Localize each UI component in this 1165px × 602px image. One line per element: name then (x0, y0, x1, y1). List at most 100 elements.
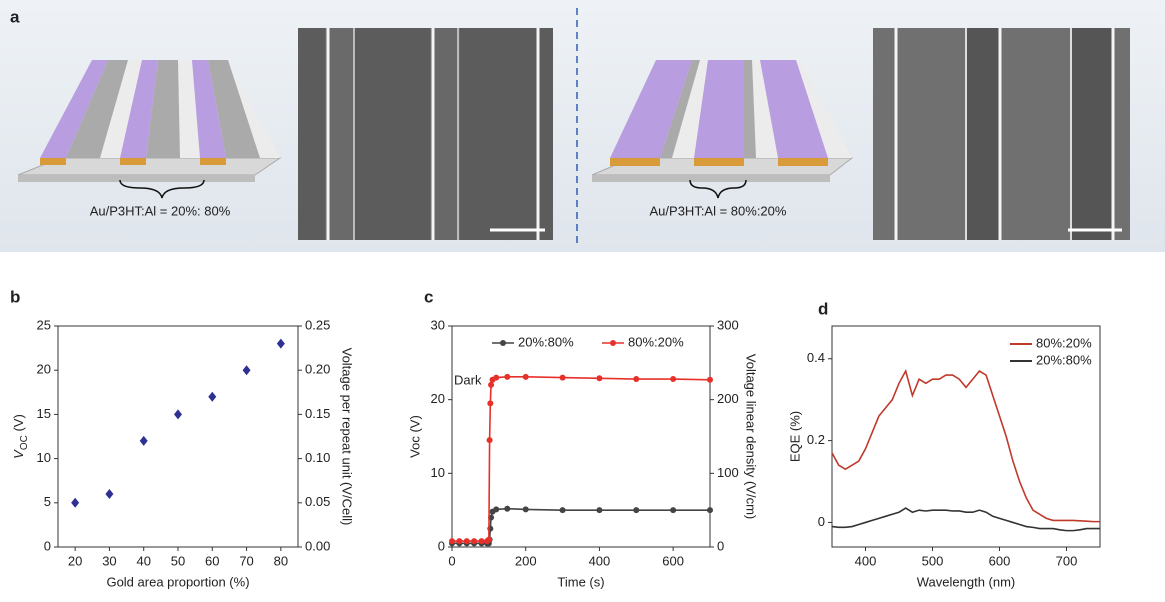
panel-label: c (424, 287, 433, 306)
point (559, 374, 566, 381)
x-axis-label: Wavelength (nm) (917, 574, 1016, 589)
y2-tick-label: 0.25 (305, 317, 330, 332)
y-tick-label: 5 (44, 494, 51, 509)
point (485, 536, 492, 543)
x-tick-label: 600 (989, 553, 1011, 568)
point (596, 375, 603, 382)
x-tick-label: 20 (68, 553, 82, 568)
ratio-caption: Au/P3HT:Al = 80%:20% (650, 203, 787, 218)
point (456, 538, 463, 545)
point (105, 488, 114, 499)
legend-label: 20%:80% (518, 334, 574, 349)
panel-label: b (10, 287, 20, 306)
series-line (831, 368, 1100, 523)
point (596, 507, 603, 514)
legend-marker (610, 340, 616, 346)
label-part: V (11, 449, 26, 459)
device-schematic (17, 60, 282, 199)
legend-label: 20%:80% (1036, 352, 1092, 367)
point (493, 374, 500, 381)
y2-tick-label: 200 (717, 391, 739, 406)
y-tick-label: 10 (431, 465, 445, 480)
point (71, 497, 80, 508)
x-axis-label: Gold area proportion (%) (106, 574, 249, 589)
y-axis-label: VOC (V) (11, 414, 29, 459)
x-tick-label: 80 (274, 553, 288, 568)
point (487, 400, 494, 407)
y-tick-label: 0.4 (807, 350, 825, 365)
point (242, 365, 251, 376)
panel-label: d (818, 299, 828, 318)
sem-image (873, 28, 1130, 240)
y-tick-label: 0 (438, 538, 445, 553)
y-tick-label: 10 (37, 450, 51, 465)
point (670, 376, 677, 383)
y2-tick-label: 0 (717, 538, 724, 553)
point (493, 506, 500, 513)
y-tick-label: 25 (37, 317, 51, 332)
point (463, 538, 470, 545)
panel-label: a (10, 7, 20, 26)
point (449, 538, 455, 545)
x-tick-label: 400 (855, 553, 877, 568)
label-part: OC (19, 435, 30, 450)
point (486, 437, 493, 444)
y-axis-label: Voc (V) (407, 415, 422, 458)
x-tick-label: 600 (662, 553, 684, 568)
y2-axis-label: Voltage linear density (V/cm) (744, 354, 759, 519)
plot-frame (57, 325, 299, 548)
x-tick-label: 700 (1056, 553, 1078, 568)
point (522, 506, 529, 513)
legend-label: 80%:20% (628, 334, 684, 349)
plot-frame (451, 325, 711, 548)
point (670, 507, 677, 514)
y-tick-label: 15 (37, 406, 51, 421)
x-tick-label: 50 (171, 553, 185, 568)
legend-label: 80%:20% (1036, 335, 1092, 350)
legend-marker (500, 340, 506, 346)
y2-tick-label: 0.05 (305, 494, 330, 509)
point (522, 373, 529, 380)
ratio-caption: Au/P3HT:Al = 20%: 80% (90, 203, 231, 218)
y-tick-label: 0 (818, 514, 825, 529)
y-tick-label: 0 (44, 538, 51, 553)
x-tick-label: 400 (589, 553, 611, 568)
point (208, 391, 217, 402)
point (478, 538, 485, 545)
point (504, 505, 511, 512)
y2-tick-label: 0.15 (305, 406, 330, 421)
point (139, 435, 148, 446)
series-line (831, 507, 1100, 532)
label-part: (V) (11, 414, 26, 435)
point (707, 376, 713, 383)
point (504, 373, 511, 380)
sem-image (298, 28, 553, 240)
y2-tick-label: 300 (717, 317, 739, 332)
x-tick-label: 40 (136, 553, 150, 568)
point (633, 376, 640, 383)
x-axis-label: Time (s) (557, 574, 604, 589)
point (471, 538, 478, 545)
y2-tick-label: 0.10 (305, 450, 330, 465)
x-tick-label: 70 (239, 553, 253, 568)
device-schematic (591, 60, 854, 199)
y2-tick-label: 100 (717, 465, 739, 480)
point (276, 338, 285, 349)
y2-tick-label: 0.20 (305, 362, 330, 377)
y-tick-label: 20 (37, 362, 51, 377)
y-tick-label: 0.2 (807, 432, 825, 447)
point (488, 381, 495, 388)
x-tick-label: 30 (102, 553, 116, 568)
x-tick-label: 200 (515, 553, 537, 568)
plot-frame (831, 325, 1101, 548)
point (559, 507, 566, 514)
x-tick-label: 60 (205, 553, 219, 568)
y-axis-label: EQE (%) (787, 411, 802, 462)
x-tick-label: 500 (922, 553, 944, 568)
point (707, 507, 713, 514)
point (633, 507, 640, 514)
y2-axis-label: Voltage per repeat unit (V/Cell) (340, 348, 355, 526)
y-tick-label: 30 (431, 317, 445, 332)
